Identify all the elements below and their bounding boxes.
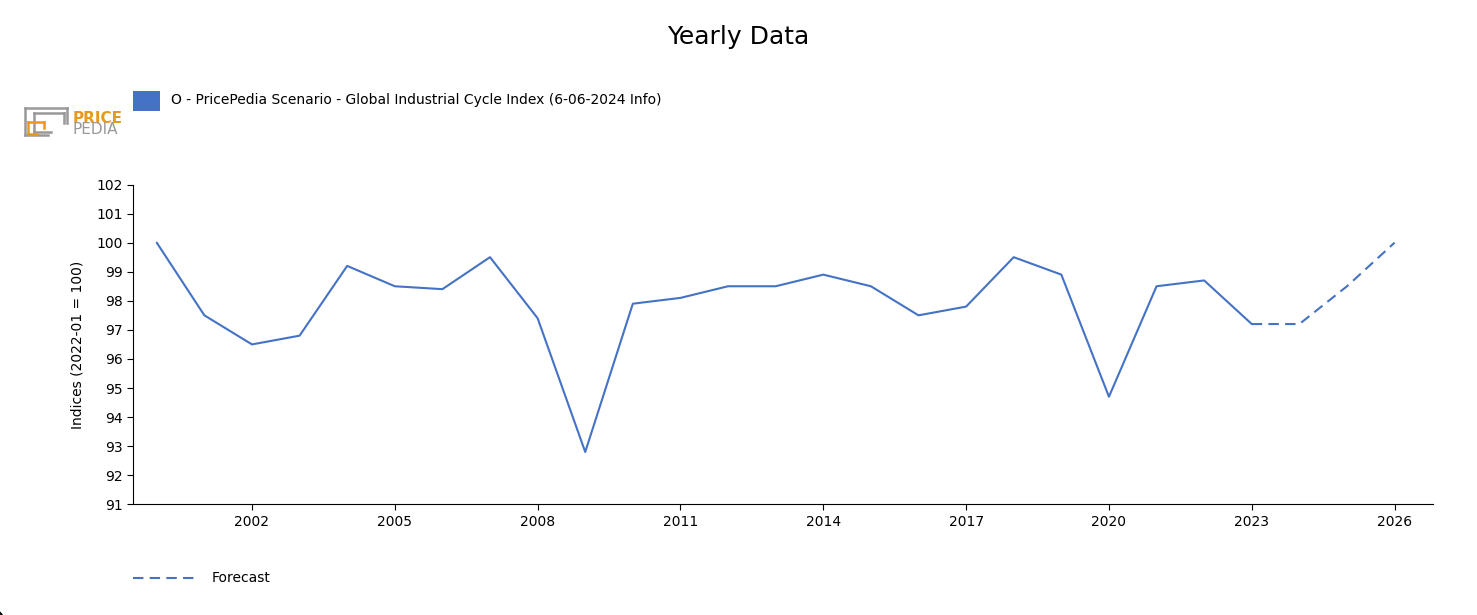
Text: PEDIA: PEDIA xyxy=(72,122,118,137)
Text: O - PricePedia Scenario - Global Industrial Cycle Index (6-06-2024 Info): O - PricePedia Scenario - Global Industr… xyxy=(171,93,662,106)
Y-axis label: Indices (2022-01 = 100): Indices (2022-01 = 100) xyxy=(71,260,84,429)
Text: Forecast: Forecast xyxy=(211,571,270,585)
Text: PRICE: PRICE xyxy=(72,111,123,126)
Text: Yearly Data: Yearly Data xyxy=(668,25,809,49)
